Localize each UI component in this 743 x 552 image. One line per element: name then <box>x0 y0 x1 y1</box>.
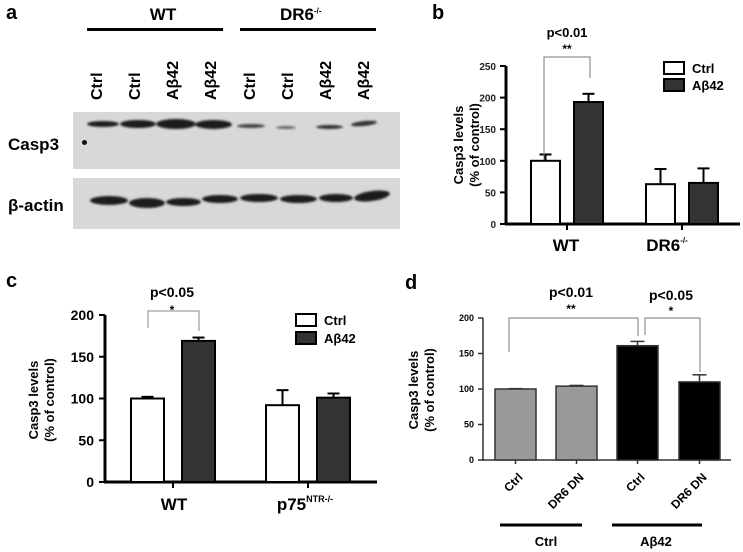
legend-label-ctrl: Ctrl <box>692 61 714 76</box>
y-tick-label: 150 <box>71 349 95 365</box>
y-tick-label: 100 <box>71 391 95 407</box>
legend-swatch-abeta <box>295 331 317 345</box>
group-label: Aβ42 <box>640 534 672 549</box>
y-tick-label: 150 <box>459 349 474 359</box>
panel-letter-a: a <box>6 2 18 24</box>
y-axis-label: Casp3 levels <box>406 351 421 430</box>
x-tick-label: Ctrl <box>501 470 526 495</box>
significance-stars: * <box>170 303 175 317</box>
y-tick-label: 200 <box>71 307 95 323</box>
significance-bracket <box>147 310 200 331</box>
y-tick-label: 100 <box>459 384 474 394</box>
group-label-wt: WT <box>149 5 177 24</box>
panel-letter-d: d <box>405 272 418 294</box>
bar <box>688 181 719 225</box>
legend-swatch-ctrl <box>295 313 317 327</box>
group-label-dr6-sup: -/- <box>314 6 322 16</box>
x-tick-label: DR6 DN <box>545 470 586 511</box>
bar <box>265 404 300 483</box>
y-tick-label: 50 <box>485 188 497 199</box>
bar <box>573 101 604 225</box>
bar <box>555 385 598 461</box>
y-tick-label: 0 <box>86 474 94 490</box>
group-label-dr6-text: DR6 <box>280 5 315 24</box>
legend-label-abeta: Aβ42 <box>692 78 724 93</box>
legend-label-ctrl: Ctrl <box>324 313 346 328</box>
x-tick-label: DR6-/- <box>646 236 688 255</box>
y-tick-label: 200 <box>479 94 496 105</box>
p-value: p<0.05 <box>150 284 194 300</box>
panel-letter-b: b <box>432 2 445 24</box>
y-tick-label: 250 <box>479 62 496 73</box>
significance-stars: * <box>669 304 674 318</box>
group-label-dr6: DR6-/- <box>280 5 322 25</box>
x-tick-label: Ctrl <box>623 470 648 495</box>
bar <box>616 344 659 461</box>
significance-stars: ** <box>566 302 576 316</box>
group-line-dr6 <box>240 28 376 31</box>
blot-beta-actin <box>73 178 400 229</box>
bar <box>645 183 676 226</box>
legend-swatch-abeta <box>663 78 685 92</box>
blot-casp3 <box>73 112 400 169</box>
bar <box>530 159 561 226</box>
x-tick-label: WT <box>161 495 188 514</box>
significance-bracket <box>508 317 639 352</box>
x-tick-label: WT <box>553 236 580 255</box>
y-tick-label: 100 <box>479 157 496 168</box>
significance-bracket <box>644 317 701 372</box>
significance-bracket <box>543 56 591 160</box>
y-axis-label: (% of control) <box>42 358 57 442</box>
x-tick-label: p75NTR-/- <box>277 494 333 514</box>
y-tick-label: 0 <box>490 220 496 231</box>
y-axis-label: Casp3 levels <box>451 106 466 185</box>
p-value: p<0.05 <box>649 287 693 303</box>
bar <box>678 381 721 461</box>
y-tick-label: 50 <box>78 432 94 448</box>
group-line-wt <box>87 28 223 31</box>
bar <box>181 339 216 484</box>
group-label: Ctrl <box>535 534 557 549</box>
bar <box>130 397 165 483</box>
legend-label-abeta: Aβ42 <box>324 331 356 346</box>
y-tick-label: 0 <box>469 455 474 465</box>
row-label-beta-actin: β-actin <box>8 196 64 215</box>
y-axis-label: Casp3 levels <box>26 361 41 440</box>
x-tick-label: DR6 DN <box>668 470 709 511</box>
y-tick-label: 200 <box>459 313 474 323</box>
bar <box>494 388 537 461</box>
legend-swatch-ctrl <box>663 61 685 75</box>
y-axis-label: (% of control) <box>467 103 482 187</box>
significance-stars: ** <box>562 42 572 56</box>
y-tick-label: 150 <box>479 125 496 136</box>
p-value: p<0.01 <box>549 284 593 300</box>
row-label-casp3: Casp3 <box>8 135 60 154</box>
panel-letter-c: c <box>6 270 18 292</box>
p-value: p<0.01 <box>547 25 588 40</box>
bar <box>316 396 351 484</box>
y-axis-label: (% of control) <box>422 348 437 432</box>
y-tick-label: 50 <box>464 420 474 430</box>
